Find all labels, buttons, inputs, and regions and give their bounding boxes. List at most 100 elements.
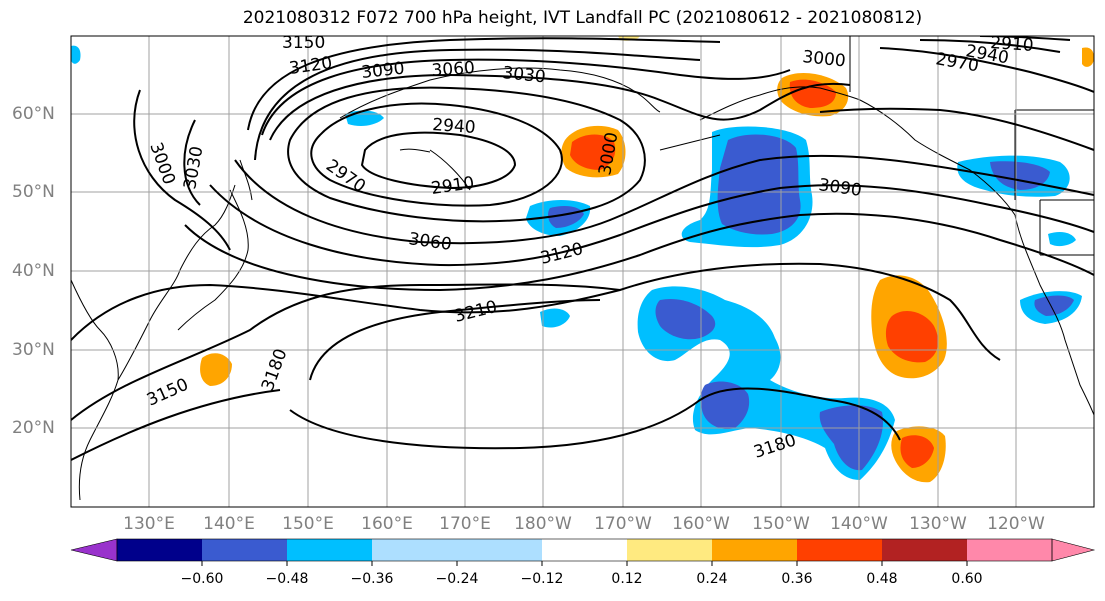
colorbar-bin-6	[542, 539, 627, 561]
ivt-positive-anomalies	[200, 36, 1094, 483]
contour-2910	[360, 131, 517, 190]
colorbar-tick-8: 0.36	[781, 571, 813, 587]
contour-label-2910-east: 2910	[990, 33, 1035, 56]
contour-label-3120-mid: 3120	[538, 239, 585, 269]
contour-label-2910: 2910	[430, 173, 476, 199]
contour-2970	[287, 86, 646, 223]
ivt-pos-subtropics-core	[900, 435, 934, 468]
colorbar-bin-9	[797, 539, 882, 561]
lat-label-50n: 50°N	[12, 182, 55, 202]
colorbar-bin-3	[287, 539, 372, 561]
contour-3060a	[254, 48, 701, 161]
contour-3150	[71, 262, 1001, 361]
lon-label-140w: 140°W	[830, 514, 888, 534]
colorbar-bin-1	[117, 539, 202, 561]
lat-label-20n: 20°N	[12, 418, 55, 438]
contour-label-3060-mid: 3060	[407, 229, 453, 255]
contour-2940	[310, 102, 563, 207]
colorbar-bin-10	[882, 539, 967, 561]
ivt-neg-small-4	[1048, 232, 1076, 247]
ivt-neg-us-coast-core	[1034, 295, 1074, 316]
colorbar-tick-9: 0.48	[866, 571, 898, 587]
lon-label-160e: 160°E	[361, 514, 413, 534]
ivt-pos-topright	[1082, 47, 1094, 67]
colorbar-tick-7: 0.24	[696, 571, 728, 587]
height-contours	[71, 36, 1094, 461]
map-frame	[70, 35, 1095, 508]
colorbar-extend-max	[1051, 538, 1096, 562]
colorbar-bin-7	[627, 539, 712, 561]
lon-label-180w: 180°W	[514, 514, 572, 534]
colorbar	[70, 538, 1096, 566]
contour-2940-east	[919, 39, 1061, 53]
ivt-neg-small-3	[71, 45, 81, 64]
contour-3210	[309, 299, 601, 381]
lon-label-150e: 150°E	[282, 514, 334, 534]
contour-3090	[209, 184, 1094, 267]
contour-2970-east	[879, 47, 1094, 93]
contour-label-2940: 2940	[432, 115, 477, 138]
contour-label-3180-south: 3180	[751, 430, 798, 462]
colorbar-tick-5: −0.12	[520, 571, 564, 587]
border-us-can	[849, 36, 1094, 256]
ivt-pos-west-pacific	[200, 353, 232, 386]
contour-label-3150-west: 3150	[144, 375, 192, 411]
coast-asia	[71, 184, 236, 501]
contour-label-3000-west: 3000	[145, 140, 179, 187]
colorbar-tick-10: 0.60	[951, 571, 983, 587]
colorbar-bin-11	[967, 539, 1052, 561]
ivt-neg-central-pacific-core	[655, 298, 716, 340]
coast-sakhalin	[239, 159, 253, 201]
coast-alaska	[699, 86, 1016, 216]
coast-japan	[177, 189, 249, 331]
contour-3000-west	[133, 89, 231, 251]
colorbar-extend-min	[70, 538, 118, 562]
contour-3090a	[247, 37, 721, 131]
colorbar-tick-4: −0.24	[435, 571, 479, 587]
ivt-neg-kamchatka-core	[548, 206, 584, 228]
colorbar-bin-8	[712, 539, 797, 561]
contour-3090-east	[819, 107, 1094, 151]
graticule	[71, 36, 1094, 507]
lon-label-170e: 170°E	[439, 514, 491, 534]
ivt-neg-gulf-alaska-core	[717, 134, 801, 235]
lon-label-130e: 130°E	[123, 514, 175, 534]
coast-na-west	[1014, 214, 1094, 416]
contour-3120	[184, 212, 1094, 292]
ivt-neg-small-2	[345, 110, 384, 126]
contour-label-3060-top: 3060	[431, 58, 476, 81]
contour-label-3180-west: 3180	[258, 346, 292, 393]
contour-3030-west	[183, 119, 201, 206]
contour-3180-south	[289, 387, 901, 450]
colorbar-tick-1: −0.60	[180, 571, 224, 587]
colorbar-tick-6: 0.12	[611, 571, 643, 587]
lat-label-60n: 60°N	[12, 104, 55, 124]
contour-label-3090-top: 3090	[360, 59, 405, 83]
contour-labels: 3150 3120 3090 3060 3030 3000 2970 2940 …	[144, 33, 1034, 463]
lon-label-170w: 170°W	[594, 514, 652, 534]
contour-3180	[71, 283, 621, 421]
lon-label-130w: 130°W	[909, 514, 967, 534]
colorbar-bin-5	[457, 539, 542, 561]
colorbar-tick-2: −0.48	[265, 571, 309, 587]
contour-label-3000-alaska: 3000	[801, 47, 846, 71]
lon-label-150w: 150°W	[752, 514, 810, 534]
contour-label-3210: 3210	[452, 297, 499, 327]
ivt-pos-bering-core	[570, 134, 616, 170]
contour-label-3030-top: 3030	[501, 63, 546, 87]
lat-label-40n: 40°N	[12, 261, 55, 281]
colorbar-bin-4	[372, 539, 457, 561]
lat-label-30n: 30°N	[12, 340, 55, 360]
contour-label-3150-top: 3150	[282, 33, 325, 53]
contour-3000	[269, 73, 851, 141]
contour-label-3090-east: 3090	[817, 175, 863, 201]
ivt-neg-small-1	[540, 308, 570, 328]
colorbar-tick-3: −0.36	[350, 571, 394, 587]
lon-label-160w: 160°W	[672, 514, 730, 534]
contour-3060	[234, 154, 1094, 245]
contour-3030	[261, 58, 791, 136]
lon-label-120w: 120°W	[987, 514, 1045, 534]
ivt-neg-central-pacific-core3	[819, 405, 884, 471]
lon-label-140e: 140°E	[203, 514, 255, 534]
